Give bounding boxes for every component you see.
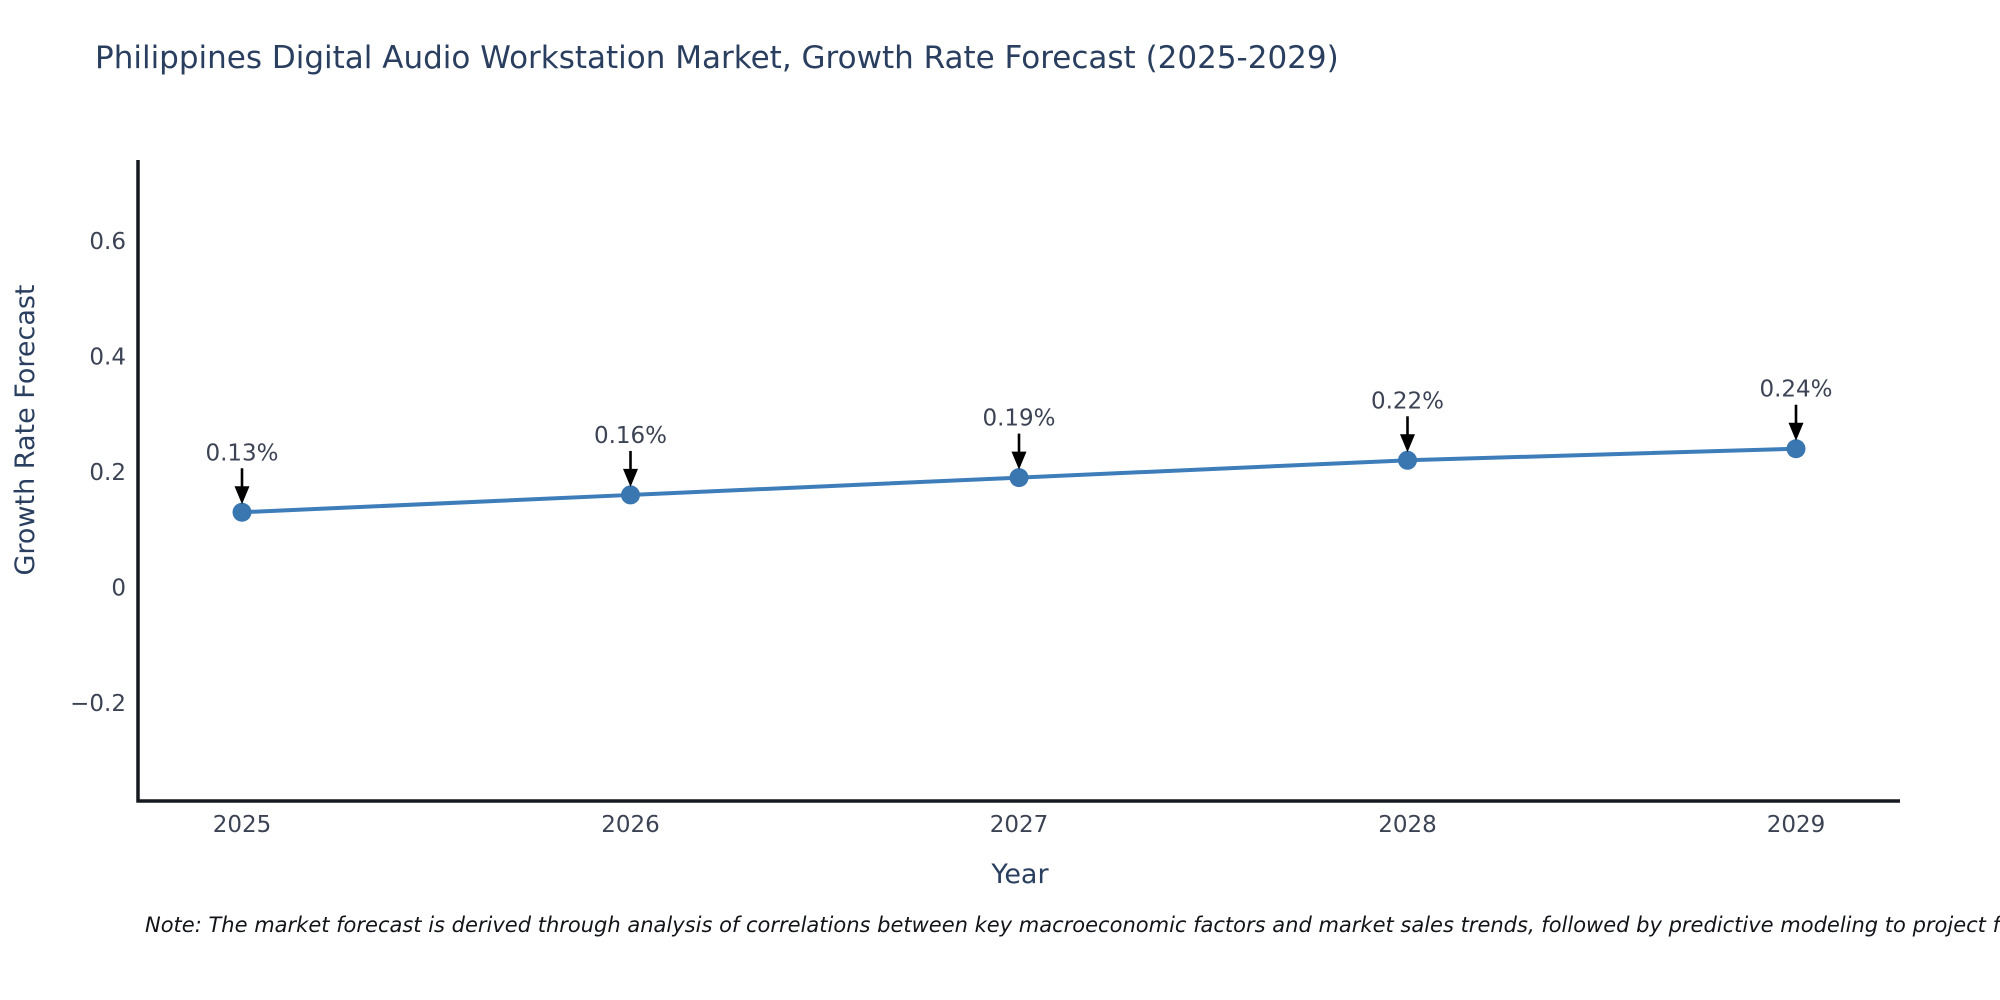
annotation-arrow-head (1400, 434, 1415, 453)
footnote: Note: The market forecast is derived thr… (145, 913, 2000, 937)
y-axis-title: Growth Rate Forecast (10, 284, 41, 575)
y-tick-label: 0.6 (89, 229, 126, 255)
x-tick-label: 2028 (1378, 812, 1437, 838)
y-tick-label: 0.4 (89, 344, 126, 370)
x-tick-label: 2025 (213, 812, 272, 838)
point-value-label: 0.13% (205, 440, 278, 466)
annotation-arrow-head (1011, 451, 1027, 470)
y-tick-label: −0.2 (70, 691, 126, 717)
series-group (232, 439, 1806, 522)
annotation-arrow-head (623, 468, 638, 487)
y-tick-label: 0 (111, 575, 126, 601)
axis-titles-group: Year Growth Rate Forecast (10, 284, 1049, 890)
annotation-arrow-head (234, 486, 250, 505)
data-point-marker (1009, 468, 1029, 488)
point-value-label: 0.16% (594, 423, 667, 449)
x-tick-label: 2026 (601, 812, 660, 838)
annotations-group: 0.13% 0.16% 0.19% 0.22% 0.24% (205, 377, 1833, 505)
ticks-group: 0.6 0.4 0.2 0 −0.2 2025 2026 2027 2028 2029 (70, 229, 1825, 838)
y-tick-label: 0.2 (89, 460, 126, 486)
point-value-label: 0.22% (1371, 388, 1444, 414)
annotation-arrow-head (1788, 422, 1804, 441)
x-tick-label: 2029 (1767, 812, 1826, 838)
x-axis-title: Year (990, 859, 1049, 890)
data-point-marker (1398, 450, 1417, 470)
axes-group (136, 160, 1900, 803)
chart-title: Philippines Digital Audio Workstation Ma… (95, 40, 1339, 76)
x-tick-label: 2027 (990, 812, 1049, 838)
data-point-marker (621, 485, 640, 505)
point-value-label: 0.19% (982, 406, 1055, 432)
point-value-label: 0.24% (1759, 377, 1832, 403)
data-point-marker (232, 502, 252, 522)
data-point-marker (1786, 439, 1806, 459)
